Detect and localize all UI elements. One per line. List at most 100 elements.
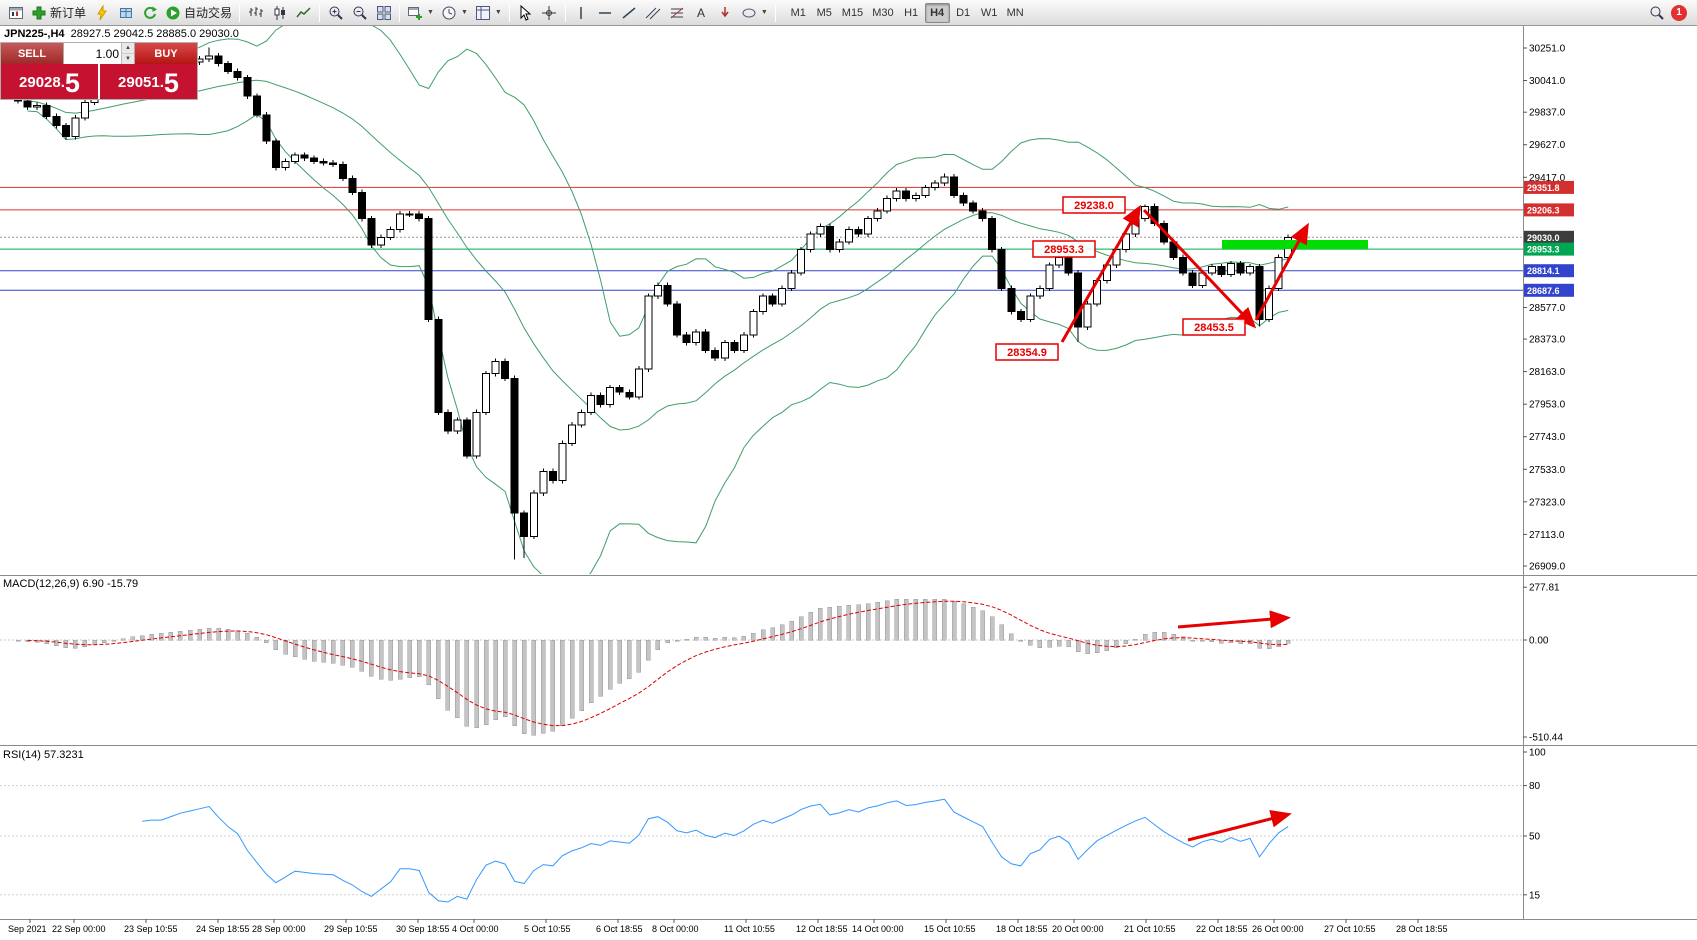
svg-text:15 Oct 10:55: 15 Oct 10:55 — [924, 924, 976, 934]
svg-text:22 Oct 18:55: 22 Oct 18:55 — [1196, 924, 1248, 934]
bar-chart-icon[interactable] — [244, 2, 267, 24]
arrow-label-icon[interactable] — [714, 2, 737, 24]
timeframe-h1[interactable]: H1 — [899, 3, 924, 23]
horizontal-line-icon[interactable] — [594, 2, 617, 24]
svg-text:28814.1: 28814.1 — [1527, 266, 1560, 276]
autotrading-button[interactable]: 自动交易 — [162, 2, 235, 24]
macd-label: MACD(12,26,9) 6.90 -15.79 — [3, 578, 138, 590]
zoom-in-icon[interactable] — [324, 2, 347, 24]
price-axis: 30251.0 30041.0 29837.0 29627.0 29417.0 28577… — [1523, 44, 1574, 573]
svg-text:28577.0: 28577.0 — [1529, 303, 1566, 314]
periods-clock-icon[interactable]: ▼ — [438, 2, 471, 24]
tile-windows-icon[interactable] — [372, 2, 395, 24]
svg-text:28 Oct 18:55: 28 Oct 18:55 — [1396, 924, 1448, 934]
volume-up-button[interactable]: ▲ — [122, 43, 134, 54]
svg-text:20 Oct 00:00: 20 Oct 00:00 — [1052, 924, 1104, 934]
trade-idea-arrows — [1060, 204, 1309, 343]
timeframe-w1[interactable]: W1 — [977, 3, 1002, 23]
svg-text:80: 80 — [1529, 781, 1541, 792]
chart-workspace: 29238.0 28953.3 28354.9 28453.5 30251.0 30041… — [0, 26, 1697, 940]
volume-field: ▲ ▼ — [63, 43, 135, 65]
notification-badge[interactable]: 1 — [1671, 4, 1687, 21]
svg-text:18 Oct 18:55: 18 Oct 18:55 — [996, 924, 1048, 934]
macd-values: 6.90 -15.79 — [82, 578, 139, 590]
fibonacci-icon[interactable] — [666, 2, 689, 24]
svg-text:4 Oct 00:00: 4 Oct 00:00 — [452, 924, 499, 934]
svg-text:28373.0: 28373.0 — [1529, 335, 1566, 346]
rsi-value: 57.3231 — [43, 749, 84, 761]
bollinger-lower — [27, 110, 1289, 574]
price-chart[interactable]: 29238.0 28953.3 28354.9 28453.5 30251.0 30041… — [0, 26, 1697, 940]
svg-text:27953.0: 27953.0 — [1529, 400, 1566, 411]
buy-price[interactable]: 29051. 5 — [100, 64, 197, 99]
svg-text:29206.3: 29206.3 — [1527, 205, 1560, 215]
separator — [564, 3, 566, 22]
sell-price[interactable]: 29028. 5 — [1, 64, 98, 99]
separator — [399, 3, 401, 22]
search-icon[interactable] — [1645, 2, 1668, 24]
sell-price-frac: 5 — [64, 68, 80, 98]
chevron-down-icon: ▼ — [427, 9, 434, 16]
svg-text:29238.0: 29238.0 — [1074, 200, 1114, 212]
timeframe-m30[interactable]: M30 — [868, 3, 897, 23]
refresh-icon[interactable] — [138, 2, 161, 24]
svg-text:27743.0: 27743.0 — [1529, 432, 1566, 443]
text-icon[interactable]: A — [690, 2, 713, 24]
svg-text:6 Oct 18:55: 6 Oct 18:55 — [596, 924, 643, 934]
trendline-icon[interactable] — [618, 2, 641, 24]
sell-button[interactable]: SELL — [1, 43, 63, 64]
timeframe-m5[interactable]: M5 — [812, 3, 837, 23]
alerts-icon[interactable] — [90, 2, 113, 24]
svg-text:23 Sep 10:55: 23 Sep 10:55 — [124, 924, 178, 934]
svg-text:Sep 2021: Sep 2021 — [8, 924, 47, 934]
svg-text:29627.0: 29627.0 — [1529, 140, 1566, 151]
cursor-icon[interactable] — [514, 2, 537, 24]
timeframe-d1[interactable]: D1 — [951, 3, 976, 23]
svg-text:-510.44: -510.44 — [1529, 733, 1563, 744]
timeframe-mn[interactable]: MN — [1003, 3, 1028, 23]
timeframe-m1[interactable]: M1 — [786, 3, 811, 23]
candlestick-chart-icon[interactable] — [268, 2, 291, 24]
macd-histogram — [15, 598, 1291, 736]
buy-price-main: 29051. — [118, 74, 164, 91]
svg-text:27 Oct 10:55: 27 Oct 10:55 — [1324, 924, 1376, 934]
svg-text:30041.0: 30041.0 — [1529, 76, 1566, 87]
one-click-trading-panel: SELL ▲ ▼ BUY 29028.5 29051.5 — [0, 42, 198, 100]
svg-text:28687.6: 28687.6 — [1527, 286, 1560, 296]
svg-text:28163.0: 28163.0 — [1529, 367, 1566, 378]
svg-text:14 Oct 00:00: 14 Oct 00:00 — [852, 924, 904, 934]
buy-button[interactable]: BUY — [135, 43, 197, 64]
new-window-icon[interactable] — [4, 2, 27, 24]
market-watch-icon[interactable] — [114, 2, 137, 24]
rsi-trend-arrow — [1187, 809, 1292, 842]
crosshair-icon[interactable] — [538, 2, 561, 24]
timeframe-h4[interactable]: H4 — [924, 2, 950, 23]
rsi-line — [142, 798, 1289, 903]
main-toolbar: 新订单 自动交易 ▼ ▼ ▼ A ▼ M1 M5 M15 M30 H1 H4 D1 W1 MN … — [0, 0, 1697, 26]
vertical-line-icon[interactable] — [570, 2, 593, 24]
plus-icon — [32, 6, 46, 19]
svg-text:28 Sep 00:00: 28 Sep 00:00 — [252, 924, 306, 934]
channel-icon[interactable] — [642, 2, 665, 24]
timeframe-m15[interactable]: M15 — [838, 3, 867, 23]
macd-signal-line — [27, 600, 1289, 727]
volume-input[interactable] — [64, 43, 121, 64]
new-chart-icon[interactable]: ▼ — [404, 2, 437, 24]
svg-text:26909.0: 26909.0 — [1529, 562, 1566, 573]
templates-icon[interactable]: ▼ — [472, 2, 505, 24]
svg-text:29030.0: 29030.0 — [1527, 233, 1560, 243]
chart-title: JPN225-,H4 28927.5 29042.5 28885.0 29030… — [4, 28, 239, 40]
svg-text:28953.3: 28953.3 — [1527, 245, 1560, 255]
sell-price-main: 29028. — [19, 74, 65, 91]
line-chart-icon[interactable] — [292, 2, 315, 24]
new-order-button[interactable]: 新订单 — [28, 2, 89, 24]
svg-text:28354.9: 28354.9 — [1007, 347, 1047, 359]
price-annotations: 29238.0 28953.3 28354.9 28453.5 — [995, 196, 1246, 361]
chevron-down-icon: ▼ — [494, 9, 502, 16]
svg-text:29417.0: 29417.0 — [1529, 173, 1566, 184]
zoom-out-icon[interactable] — [348, 2, 371, 24]
ohlc-readout: 28927.5 29042.5 28885.0 29030.0 — [70, 28, 239, 40]
shapes-icon[interactable]: ▼ — [738, 2, 771, 24]
svg-text:29351.8: 29351.8 — [1527, 183, 1560, 193]
volume-spinner: ▲ ▼ — [121, 43, 134, 65]
